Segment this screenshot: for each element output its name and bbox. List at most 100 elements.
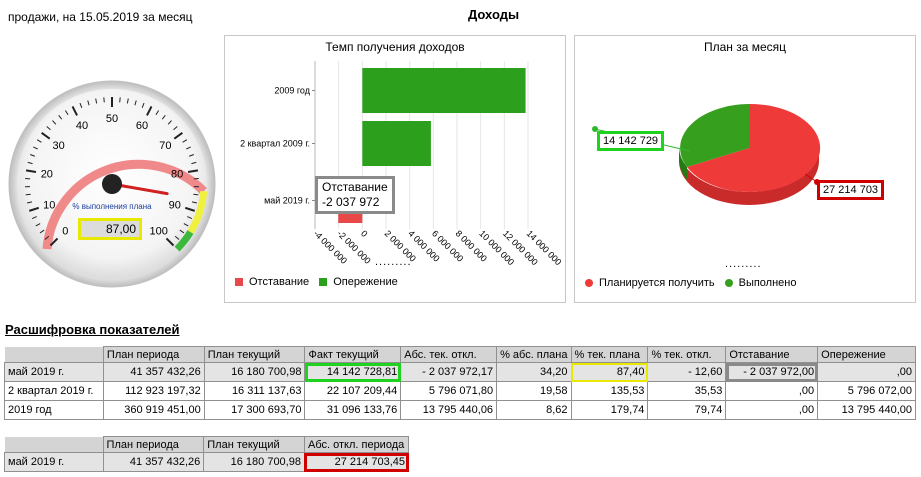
column-header[interactable]: % тек. плана: [570, 346, 649, 363]
legend-lag-label[interactable]: Отставание: [249, 276, 310, 288]
legend-lag-swatch: [235, 278, 243, 286]
gauge-tick-label: 60: [136, 120, 148, 132]
table-cell[interactable]: 5 796 071,80: [400, 381, 498, 401]
table-cell[interactable]: 16 180 700,98: [203, 362, 306, 382]
gauge-tick-label: 20: [41, 169, 53, 181]
table-cell[interactable]: - 2 037 972,00: [725, 362, 819, 382]
table-cell[interactable]: 135,53: [570, 381, 649, 401]
table-corner-cell: [4, 346, 104, 363]
legend-done-label[interactable]: Выполнено: [738, 277, 797, 289]
gauge-minor-tick: [182, 139, 188, 143]
gauge-tick-label: 40: [76, 120, 88, 132]
gauge-major-tick: [184, 206, 196, 212]
table-cell[interactable]: 17 300 693,70: [203, 400, 306, 420]
column-header[interactable]: План текущий: [203, 436, 305, 453]
table-cell[interactable]: 179,74: [570, 400, 649, 420]
column-header[interactable]: План текущий: [203, 346, 306, 363]
gauge-svg: 0 10 20 30 40 50 60 70 80 90 100: [8, 80, 216, 288]
pie-side-done: [679, 148, 687, 180]
bar-lead-2009-год[interactable]: [362, 68, 526, 113]
gauge-minor-tick: [35, 223, 41, 227]
table-cell[interactable]: 35,53: [647, 381, 727, 401]
pie-side-plan: [679, 148, 819, 205]
row-label-cell[interactable]: 2019 год: [4, 400, 104, 420]
table-cell[interactable]: 5 796 072,00: [817, 381, 916, 401]
table-row[interactable]: май 2019 г. 41 357 432,26 16 180 700,98 27 …: [4, 452, 410, 472]
bar-lead-2-квартал-2009-г[interactable]: [362, 121, 431, 166]
table-cell[interactable]: 13 795 440,06: [400, 400, 498, 420]
table-cell[interactable]: 87,40: [570, 362, 649, 382]
table-cell[interactable]: - 2 037 972,17: [400, 362, 498, 382]
row-label-cell[interactable]: май 2019 г.: [4, 452, 104, 472]
table-cell[interactable]: 22 107 209,44: [304, 381, 402, 401]
legend-plan-label[interactable]: Планируется получить: [599, 277, 715, 289]
column-header[interactable]: Абс. откл. периода: [303, 436, 410, 453]
column-header[interactable]: Отставание: [725, 346, 819, 363]
table-cell[interactable]: ,00: [725, 400, 819, 420]
table-cell[interactable]: ,00: [817, 362, 916, 382]
pie-leader-done-dot: [592, 126, 598, 132]
gauge-minor-tick: [155, 110, 160, 116]
gauge-minor-tick: [141, 102, 145, 108]
gauge-tick-label: 10: [43, 199, 55, 211]
gauge-minor-tick: [183, 223, 189, 227]
gauge-minor-tick: [134, 100, 137, 106]
gauge-minor-tick: [39, 229, 45, 234]
table-cell[interactable]: 14 142 728,81: [304, 362, 402, 382]
gauge-band-red: [42, 159, 207, 250]
gauge-minor-tick: [36, 139, 42, 143]
table-cell[interactable]: 112 923 197,32: [102, 381, 205, 401]
gauge-minor-tick: [26, 201, 33, 204]
monthly-plan-chart-panel: План за месяц 14 142 729 27 214 703 ....…: [574, 35, 916, 303]
row-label-cell[interactable]: 2 квартал 2019 г.: [4, 381, 104, 401]
gauge-tick-label: 50: [106, 113, 118, 125]
table-cell[interactable]: 19,58: [496, 381, 572, 401]
table-row[interactable]: 2019 год 360 919 451,00 17 300 693,70 31 09…: [4, 400, 916, 420]
pie-chart-scroll-indicator[interactable]: .........: [725, 258, 762, 270]
bar-chart-scroll-indicator[interactable]: .........: [375, 256, 412, 268]
column-header[interactable]: Опережение: [817, 346, 916, 363]
table-cell[interactable]: 8,62: [496, 400, 572, 420]
pie-body: [679, 103, 821, 205]
gauge-tick-label: 0: [62, 226, 68, 238]
table-cell[interactable]: 360 919 451,00: [102, 400, 205, 420]
table-cell[interactable]: 13 795 440,00: [817, 400, 916, 420]
gauge-minor-tick: [29, 154, 36, 157]
table-cell[interactable]: 41 357 432,26: [102, 452, 205, 472]
gauge-major-tick: [28, 206, 40, 212]
gauge-minor-tick: [52, 120, 57, 125]
table-cell[interactable]: 34,20: [496, 362, 572, 382]
table-cell[interactable]: 31 096 133,76: [304, 400, 402, 420]
gauge-tick-label: 90: [169, 199, 181, 211]
gauge-caption: % выполнения плана: [72, 202, 152, 211]
table-cell[interactable]: ,00: [725, 381, 819, 401]
column-header[interactable]: % абс. плана: [496, 346, 572, 363]
gauge-minor-tick: [25, 193, 31, 196]
pie-slice-plan[interactable]: [687, 103, 821, 192]
details-section-title[interactable]: Расшифровка показателей: [5, 322, 180, 337]
table-cell[interactable]: 41 357 432,26: [102, 362, 205, 382]
gauge-value: 87,00: [81, 221, 139, 237]
gauge-major-tick: [71, 106, 78, 116]
gauge-minor-tick: [185, 146, 191, 150]
table-cell[interactable]: - 12,60: [647, 362, 727, 382]
column-header[interactable]: % тек. откл.: [647, 346, 727, 363]
gauge-major-tick: [41, 132, 51, 140]
row-label-cell[interactable]: май 2019 г.: [4, 362, 104, 382]
column-header[interactable]: Факт текущий: [304, 346, 402, 363]
column-header[interactable]: План периода: [102, 436, 205, 453]
legend-done-dot: [724, 279, 733, 287]
gauge-minor-tick: [79, 102, 83, 108]
table-row[interactable]: май 2019 г. 41 357 432,26 16 180 700,98 14 …: [4, 362, 916, 382]
gauge-minor-tick: [187, 216, 193, 220]
table-cell[interactable]: 16 180 700,98: [203, 452, 305, 472]
gauge-minor-tick: [27, 161, 33, 165]
column-header[interactable]: Абс. тек. откл.: [400, 346, 498, 363]
table-cell[interactable]: 16 311 137,63: [203, 381, 306, 401]
table-cell[interactable]: 27 214 703,45: [303, 452, 410, 472]
pie-slice-done[interactable]: [680, 104, 749, 167]
table-cell[interactable]: 79,74: [647, 400, 727, 420]
column-header[interactable]: План периода: [102, 346, 205, 363]
legend-lead-label[interactable]: Опережение: [333, 276, 398, 288]
table-row[interactable]: 2 квартал 2019 г. 112 923 197,32 16 311 13…: [4, 381, 916, 401]
